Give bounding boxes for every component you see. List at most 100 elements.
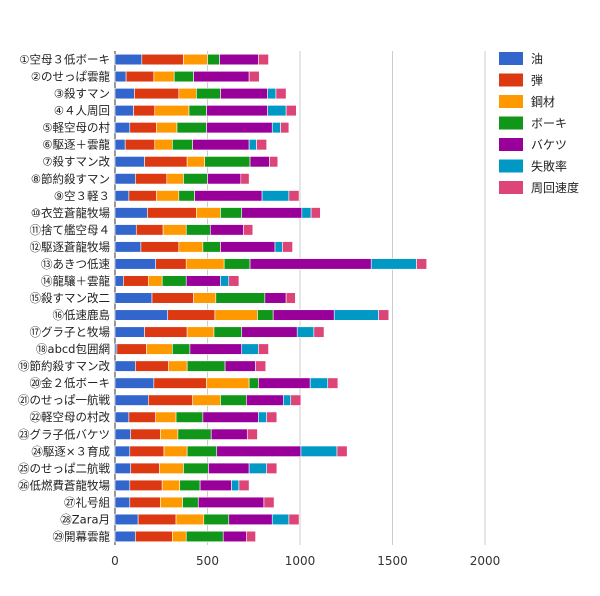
bar-segment [189,343,243,355]
x-axis-ticks: 0 500 1000 1500 2000 [111,554,500,568]
bar-segment [197,496,265,508]
bar-segment [114,70,127,83]
bar-segment [114,479,131,491]
bar-segment [114,428,132,440]
bar-segment [309,377,329,389]
x-tick-label: 2000 [470,554,501,568]
bar-segment [185,530,224,543]
bar-segment [208,462,250,474]
bar-segment [166,173,184,185]
bar-segment [114,224,137,236]
bar-segment [241,343,259,355]
category-label: ㉖低燃費蒼龍牧場 [18,478,110,492]
bar-segment [114,275,124,287]
bar-segment [124,139,156,151]
bar-segment [144,156,188,168]
bar-segment [175,513,205,526]
bar-segment [313,326,325,338]
category-label: ㉑のせっぱ一航戦 [18,393,110,407]
category-label: ⑩衣笠蒼龍牧場 [31,206,111,220]
bar-segment [114,377,155,389]
bar-segment [114,122,131,134]
bar-segment [135,360,169,372]
bar-segment [185,258,225,270]
bar-segment [283,394,292,406]
bar-segment [114,496,131,508]
x-tick-label: 1500 [377,554,408,568]
bar-segment [203,513,230,526]
category-label: ⑭龍驤＋雲龍 [41,274,110,288]
bar-segment [167,309,216,321]
legend-swatch [499,138,523,151]
bar-segment [114,105,134,117]
bar-segment [114,156,145,168]
bar-segment [220,241,276,253]
category-label: ⑱abcd包囲網 [36,342,110,356]
bar-segment [185,275,221,287]
legend-swatch [499,73,523,87]
x-tick-label: 500 [196,554,219,568]
bar-segment [154,105,190,117]
bar-segment [182,496,199,508]
bar-segment [214,309,258,321]
category-label: ㉓グラ子低バケツ [18,427,110,441]
bar-segment [186,156,206,168]
legend-swatch [499,181,523,194]
bar-segment [172,139,194,151]
bar-segment [114,173,136,185]
bar-segment [114,88,135,100]
bar-segment [213,326,243,338]
bar-segment [161,275,187,287]
legend-swatch [499,159,523,173]
bar-segment [219,53,259,66]
bar-segment [196,207,221,219]
bar-segment [207,53,220,66]
category-label: ⑮殺すマン改二 [30,291,111,305]
bar-segment [280,122,290,134]
bar-segment [249,156,270,168]
category-label: ⑥駆逐＋雲龍 [42,138,110,152]
bar-segment [178,190,195,202]
category-label: ㉘Zara月 [60,512,110,526]
bar-segment [129,445,165,457]
bar-segment [274,241,283,253]
bar-segment [257,309,274,321]
bar-segment [163,445,188,457]
legend-swatch [499,95,523,108]
bar-segment [202,411,259,423]
category-label: ㉔駆逐×３育成 [31,444,110,458]
bar-segment [130,462,160,474]
bar-segment [141,53,184,66]
legend-label: 油 [531,52,543,66]
category-label: ⑦殺すマン改 [42,155,110,169]
bar-segment [129,479,163,491]
bar-segment [160,496,183,508]
bar-segment [144,326,188,338]
bar-segment [114,411,130,423]
bar-segment [220,394,247,406]
bar-segment [147,207,197,219]
category-label: ㉒軽空母の村改 [30,410,111,424]
category-label: ⑤軽空母の村 [42,121,110,135]
bar-segment [248,377,259,389]
category-label: ⑧節約殺すマン [31,172,110,186]
category-label: ③殺すマン [54,87,110,101]
bar-segment [176,122,207,134]
bar-segment [300,445,338,457]
bar-segment [123,275,149,287]
category-label: ㉕のせっぱ二航戦 [18,461,110,475]
category-label: ④４人周回 [54,104,110,118]
bar-segment [162,224,187,236]
bar-segment [228,275,240,287]
bar-segment [271,122,281,134]
bar-segment [238,479,250,491]
bar-segment [192,139,250,151]
bar-segment [272,309,335,321]
bar-segment [266,462,278,474]
category-labels: ①空母３低ボーキ ②のせっぱ雲龍 ③殺すマン ④４人周回 ⑤軽空母の村 ⑥駆逐＋雲龍 ⑦殺す… [18,53,110,544]
category-label: ⑫駆逐蒼龍牧場 [30,240,111,254]
legend-label: 周回速度 [531,180,579,195]
bar-segment [282,241,293,253]
bar-segment [223,258,251,270]
bar-segment [269,156,279,168]
